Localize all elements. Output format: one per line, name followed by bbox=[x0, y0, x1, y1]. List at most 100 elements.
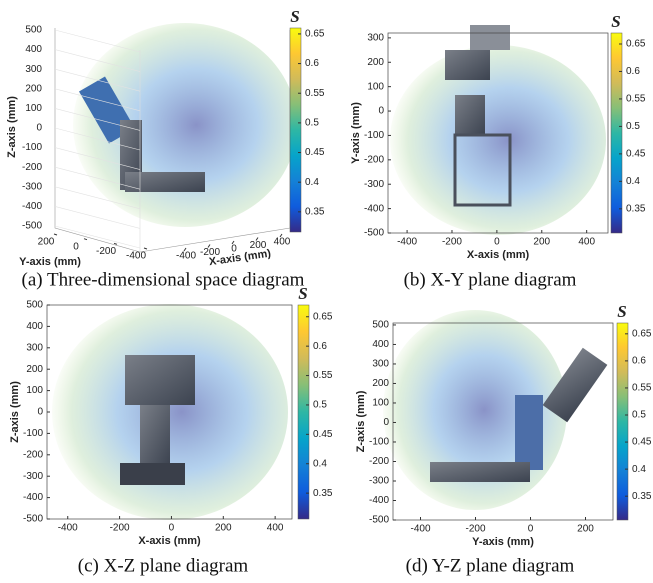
y-tick-label: -300 bbox=[369, 476, 389, 487]
y-tick-label: -500 bbox=[364, 228, 384, 239]
x-tick-label: -400 bbox=[58, 523, 78, 534]
grid-line bbox=[55, 226, 140, 248]
robot-link bbox=[120, 463, 185, 485]
y-tick-label: -200 bbox=[364, 154, 384, 165]
caption: (c) X-Z plane diagram bbox=[78, 555, 249, 576]
colorbar-tick-label: 0.65 bbox=[305, 29, 325, 40]
y-tick-label: 500 bbox=[26, 300, 43, 311]
x-tick-label: -400 bbox=[397, 237, 417, 248]
robot-link bbox=[430, 462, 530, 482]
y-axis-label: Y-axis (mm) bbox=[350, 102, 362, 164]
y-tick-label: -400 bbox=[369, 495, 389, 506]
y-tick-label: 100 bbox=[372, 398, 389, 409]
x-axis-label: X-axis (mm) bbox=[467, 249, 530, 261]
colorbar-tick-label: 0.4 bbox=[632, 464, 646, 475]
y-axis-label: Y-axis (mm) bbox=[19, 256, 81, 268]
colorbar-tick-label: 0.45 bbox=[632, 437, 652, 448]
x-tick-label: -400 bbox=[410, 524, 430, 535]
x-tick-label: -200 bbox=[442, 237, 462, 248]
y-tick-label: -300 bbox=[364, 179, 384, 190]
colorbar-tick-label: 0.6 bbox=[305, 58, 319, 69]
y-tick-label: 0 bbox=[73, 241, 79, 252]
colorbar-tick-label: 0.55 bbox=[632, 383, 652, 394]
y-tick-label: -100 bbox=[23, 428, 43, 439]
z-tick-label: 0 bbox=[36, 123, 42, 134]
y-tick-label: 0 bbox=[37, 407, 43, 418]
colorbar-label: S bbox=[611, 12, 620, 31]
robot-link bbox=[125, 172, 205, 192]
x-tick-label: -200 bbox=[110, 523, 130, 534]
robot-link bbox=[515, 395, 543, 470]
robot-link bbox=[125, 355, 195, 405]
colorbar bbox=[617, 323, 628, 520]
x-tick-label: 200 bbox=[215, 523, 232, 534]
colorbar bbox=[611, 33, 622, 233]
caption: (a) Three-dimensional space diagram bbox=[22, 269, 305, 290]
robot-link bbox=[445, 50, 490, 80]
colorbar-tick-label: 0.6 bbox=[626, 66, 640, 77]
colorbar-label: S bbox=[290, 7, 299, 26]
z-tick-label: -200 bbox=[22, 162, 42, 173]
x-tick-label: -400 bbox=[176, 251, 196, 262]
x-tick-label: 400 bbox=[578, 237, 595, 248]
y-tick-label: -500 bbox=[369, 515, 389, 526]
x-tick-label: 200 bbox=[533, 237, 550, 248]
colorbar-tick-label: 0.5 bbox=[632, 410, 646, 421]
z-tick-label: -400 bbox=[22, 201, 42, 212]
colorbar-tick-label: 0.55 bbox=[305, 88, 325, 99]
colorbar bbox=[298, 305, 309, 519]
y-tick bbox=[84, 239, 87, 240]
y-axis-label: Z-axis (mm) bbox=[355, 390, 367, 452]
colorbar-tick-label: 0.4 bbox=[305, 177, 319, 188]
y-tick-label: 100 bbox=[26, 385, 43, 396]
x-axis-label: X-axis (mm) bbox=[138, 535, 201, 547]
colorbar-tick-label: 0.35 bbox=[632, 491, 652, 502]
z-axis-label: Z-axis (mm) bbox=[6, 96, 18, 158]
colorbar-tick-label: 0.45 bbox=[626, 149, 646, 160]
colorbar-tick-label: 0.65 bbox=[626, 39, 646, 50]
y-axis-label: Z-axis (mm) bbox=[9, 381, 21, 443]
colorbar-tick-label: 0.5 bbox=[626, 121, 640, 132]
caption: (b) X-Y plane diagram bbox=[404, 269, 577, 290]
colorbar-tick-label: 0.55 bbox=[313, 370, 333, 381]
colorbar-tick-label: 0.4 bbox=[626, 176, 640, 187]
z-tick-label: -100 bbox=[22, 142, 42, 153]
y-tick-label: 200 bbox=[38, 237, 55, 248]
colorbar-tick-label: 0.6 bbox=[313, 341, 327, 352]
z-tick-label: 200 bbox=[25, 83, 42, 94]
x-tick-label: 0 bbox=[169, 523, 175, 534]
colorbar-label: S bbox=[617, 302, 626, 321]
y-tick-label: -100 bbox=[369, 437, 389, 448]
y-tick bbox=[54, 234, 57, 235]
z-tick-label: -500 bbox=[22, 221, 42, 232]
colorbar-tick-label: 0.6 bbox=[632, 356, 646, 367]
colorbar-tick-label: 0.45 bbox=[305, 147, 325, 158]
z-tick-label: 400 bbox=[25, 44, 42, 55]
colorbar-tick-label: 0.5 bbox=[313, 400, 327, 411]
colorbar-tick-label: 0.35 bbox=[305, 206, 325, 217]
x-tick-label: 0 bbox=[494, 237, 500, 248]
y-tick bbox=[144, 248, 147, 249]
colorbar-tick-label: 0.65 bbox=[632, 328, 652, 339]
y-tick-label: -400 bbox=[364, 203, 384, 214]
y-tick-label: -200 bbox=[96, 246, 116, 257]
z-tick-label: 100 bbox=[25, 103, 42, 114]
y-tick-label: 200 bbox=[26, 364, 43, 375]
colorbar-tick-label: 0.45 bbox=[313, 429, 333, 440]
colorbar-tick-label: 0.55 bbox=[626, 94, 646, 105]
z-tick-label: 300 bbox=[25, 64, 42, 75]
y-tick-label: 0 bbox=[378, 106, 384, 117]
y-tick-label: 500 bbox=[372, 320, 389, 331]
z-tick-label: 500 bbox=[25, 25, 42, 36]
colorbar-tick-label: 0.5 bbox=[305, 118, 319, 129]
x-tick-label: 0 bbox=[528, 524, 534, 535]
y-tick-label: 400 bbox=[372, 339, 389, 350]
y-tick-label: -400 bbox=[23, 492, 43, 503]
y-tick-label: 300 bbox=[26, 342, 43, 353]
y-tick-label: -500 bbox=[23, 514, 43, 525]
y-tick-label: -400 bbox=[126, 251, 146, 262]
z-tick-label: -300 bbox=[22, 181, 42, 192]
y-tick-label: 200 bbox=[372, 378, 389, 389]
colorbar bbox=[290, 28, 301, 232]
x-tick-label: -200 bbox=[465, 524, 485, 535]
